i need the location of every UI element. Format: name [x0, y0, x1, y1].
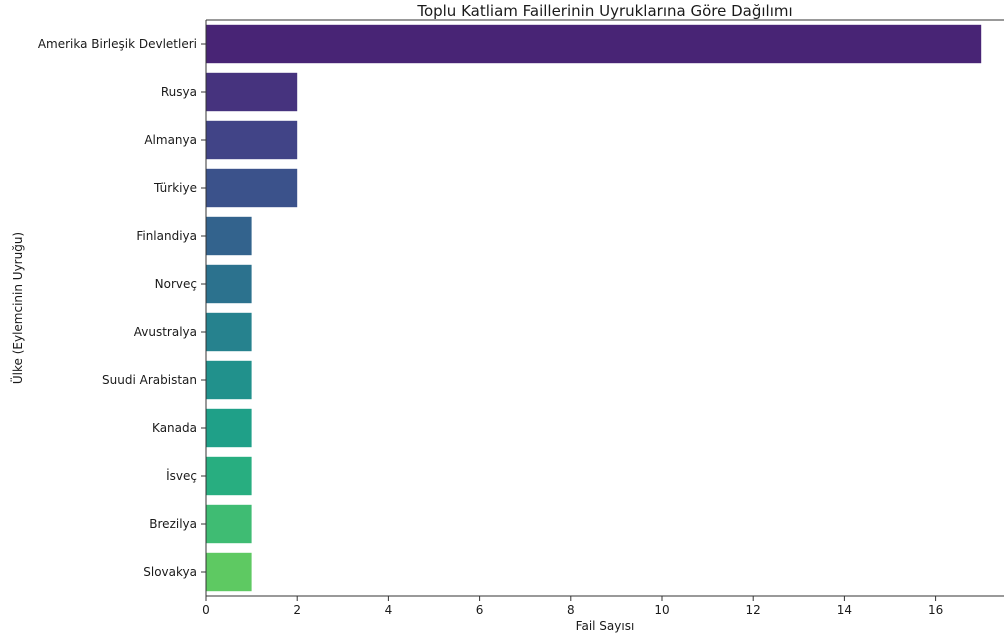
bar-9 — [206, 456, 252, 496]
y-tick-label-11: Slovakya — [143, 565, 197, 579]
x-ticks-group: 0 2 4 6 8 10 12 14 16 — [202, 596, 943, 617]
bar-8 — [206, 408, 252, 448]
y-tick-label-9: İsveç — [166, 468, 197, 483]
bars-group — [206, 24, 982, 592]
x-axis-label: Fail Sayısı — [576, 619, 635, 633]
y-tick-label-0: Amerika Birleşik Devletleri — [38, 37, 197, 51]
x-tick-label-7: 14 — [837, 603, 852, 617]
y-tick-label-10: Brezilya — [149, 517, 197, 531]
bar-0 — [206, 24, 982, 64]
y-tick-label-1: Rusya — [161, 85, 197, 99]
bar-2 — [206, 120, 298, 160]
y-tick-label-7: Suudi Arabistan — [102, 373, 197, 387]
y-axis-label: Ülke (Eylemcinin Uyruğu) — [9, 232, 25, 384]
bar-4 — [206, 216, 252, 256]
y-tick-label-6: Avustralya — [134, 325, 197, 339]
x-tick-label-5: 10 — [654, 603, 669, 617]
y-tick-label-4: Finlandiya — [136, 229, 197, 243]
bar-3 — [206, 168, 298, 208]
x-tick-label-6: 12 — [746, 603, 761, 617]
bar-7 — [206, 360, 252, 400]
y-tick-label-3: Türkiye — [153, 181, 197, 195]
chart-title: Toplu Katliam Faillerinin Uyruklarına Gö… — [416, 2, 792, 20]
x-tick-label-8: 16 — [928, 603, 943, 617]
bar-6 — [206, 312, 252, 352]
x-tick-label-2: 4 — [385, 603, 393, 617]
bar-10 — [206, 504, 252, 544]
bar-1 — [206, 72, 298, 112]
x-tick-label-1: 2 — [293, 603, 301, 617]
x-tick-label-0: 0 — [202, 603, 210, 617]
bar-5 — [206, 264, 252, 304]
x-tick-label-3: 6 — [476, 603, 484, 617]
y-tick-label-8: Kanada — [152, 421, 197, 435]
y-tick-label-2: Almanya — [144, 133, 197, 147]
x-tick-label-4: 8 — [567, 603, 575, 617]
y-ticks-group: Amerika Birleşik Devletleri Rusya Almanya T… — [38, 37, 206, 579]
y-tick-label-5: Norveç — [155, 277, 197, 291]
bar-11 — [206, 552, 252, 592]
